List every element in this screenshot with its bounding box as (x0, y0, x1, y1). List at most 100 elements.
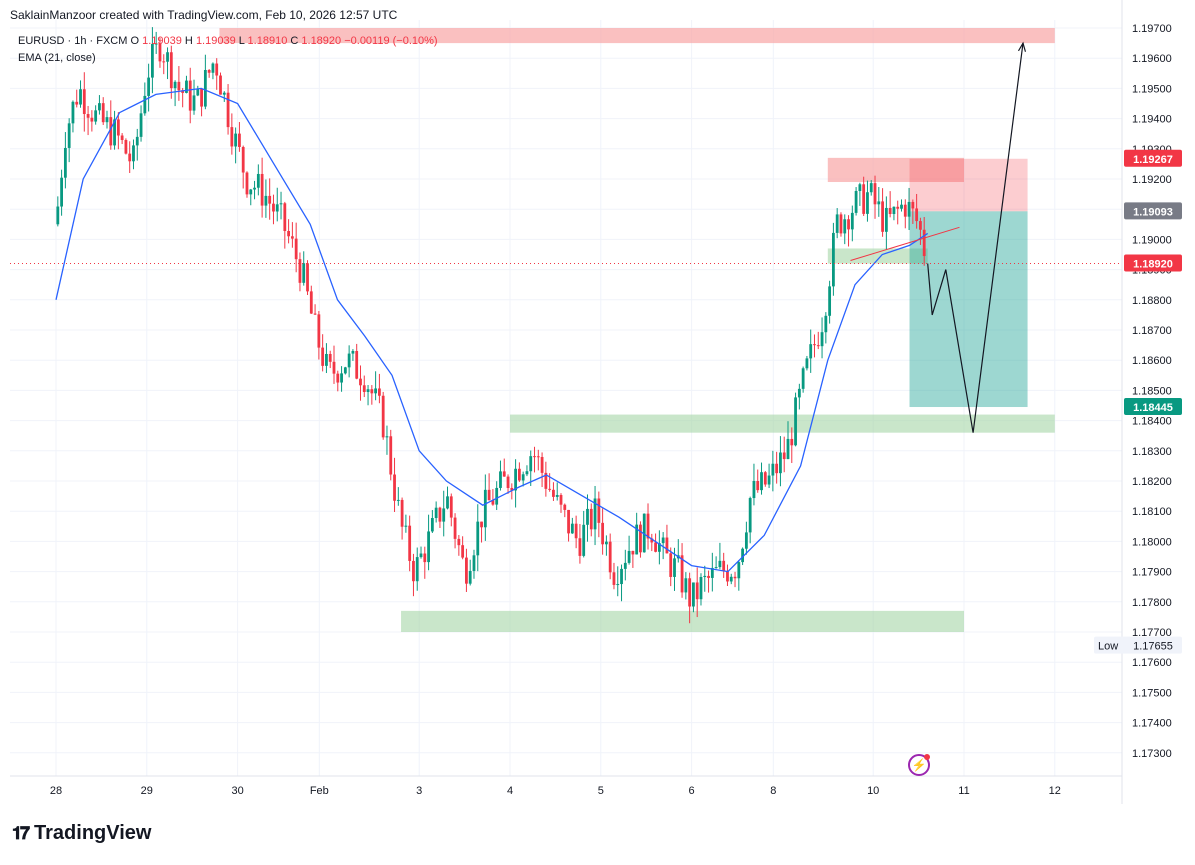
candle-body (423, 553, 427, 563)
candle-body (646, 513, 650, 539)
low-label: L (238, 35, 245, 47)
candle-body (154, 43, 158, 45)
candle-body (207, 69, 211, 73)
candle-body (854, 190, 858, 213)
price-tick-label: 1.18000 (1132, 536, 1172, 548)
candle-body (222, 92, 226, 95)
candle-body (604, 541, 608, 545)
candle-body (430, 518, 434, 532)
stop-badge-text: 1.19267 (1133, 154, 1173, 166)
time-tick-label: 11 (958, 785, 969, 797)
symbol-legend: EURUSD · 1h · FXCM O 1.19039 H 1.19039 L… (18, 35, 438, 47)
candle-body (461, 545, 465, 558)
candle-body (794, 397, 797, 446)
candle-body (589, 508, 593, 530)
candle-body (707, 575, 710, 578)
candle-body (839, 214, 843, 234)
candle-body (779, 452, 782, 474)
candle-body (771, 463, 775, 476)
price-tick-label: 1.17300 (1132, 748, 1172, 760)
candle-body (597, 498, 601, 523)
candle-body (169, 52, 173, 89)
candle-body (900, 204, 903, 209)
price-tick-label: 1.18700 (1132, 325, 1172, 337)
candle-body (173, 81, 177, 89)
candle-body (850, 212, 854, 230)
price-tick-label: 1.17900 (1132, 567, 1172, 579)
candle-body (260, 173, 264, 206)
candle-body (101, 103, 105, 123)
entry-badge-text: 1.19093 (1133, 206, 1173, 218)
candle-body (620, 568, 623, 585)
candle-body (654, 542, 657, 552)
time-tick-label: 3 (416, 785, 422, 797)
candle-body (639, 524, 642, 553)
candle-body (495, 487, 499, 505)
candle-body (756, 480, 760, 491)
candle-body (90, 117, 94, 122)
candle-body (574, 523, 578, 539)
lightning-icon[interactable]: ⚡ (908, 754, 930, 776)
resistance-zone (827, 157, 964, 183)
candle-body (669, 553, 673, 577)
candle-body (869, 183, 873, 193)
time-tick-label: Feb (310, 785, 329, 797)
candle-body (862, 184, 866, 214)
time-tick-label: 28 (50, 785, 62, 797)
candle-body (843, 219, 847, 234)
candle-body (150, 43, 154, 78)
stop-loss-area (909, 158, 1028, 212)
symbol-name[interactable]: EURUSD · 1h · FXCM (18, 35, 128, 47)
open-label: O (130, 35, 140, 47)
candle-body (866, 192, 869, 214)
candle-body (135, 136, 139, 146)
candle-body (824, 315, 828, 333)
candle-body (835, 214, 839, 233)
candle-body (166, 52, 169, 62)
entry-badge-bg (1124, 202, 1182, 220)
candle-body (517, 468, 521, 481)
candle-body (226, 92, 230, 128)
candle-body (813, 344, 816, 346)
candle-body (446, 496, 449, 509)
notification-dot (924, 754, 930, 760)
candle-body (98, 103, 101, 111)
candle-body (238, 133, 241, 147)
candle-body (241, 146, 245, 173)
candle-body (525, 471, 529, 475)
candle-body (661, 537, 665, 544)
candle-body (211, 63, 215, 73)
candle-body (805, 358, 809, 369)
candle-body (283, 203, 287, 231)
candle-body (499, 471, 502, 488)
candle-body (124, 139, 128, 154)
candle-body (692, 582, 695, 607)
candle-body (737, 562, 741, 579)
price-tick-label: 1.19000 (1132, 234, 1172, 246)
candle-body (896, 206, 900, 209)
candle-body (881, 201, 884, 232)
price-tick-label: 1.18600 (1132, 355, 1172, 367)
candle-body (377, 388, 381, 396)
candle-body (782, 452, 786, 460)
price-tick-label: 1.19700 (1132, 23, 1172, 35)
candle-body (915, 208, 919, 222)
candle-body (752, 480, 756, 499)
candle-body (86, 114, 90, 118)
candle-body (767, 475, 771, 485)
low-value: 1.18910 (247, 35, 288, 47)
price-tick-label: 1.18800 (1132, 295, 1172, 307)
open-value: 1.19039 (142, 35, 182, 47)
candle-body (635, 524, 639, 555)
candle-body (703, 575, 707, 578)
indicator-legend[interactable]: EMA (21, close) (18, 52, 96, 64)
candle-body (699, 577, 703, 600)
candle-body (147, 77, 151, 96)
low-badge-bg (1094, 636, 1182, 654)
candle-body (892, 206, 896, 215)
candle-body (763, 472, 767, 485)
price-axis: 1.197001.196001.195001.194001.193001.192… (1132, 23, 1172, 760)
tv-logo-icon: 𝟏𝟕 (12, 823, 30, 843)
candle-body (245, 172, 249, 195)
